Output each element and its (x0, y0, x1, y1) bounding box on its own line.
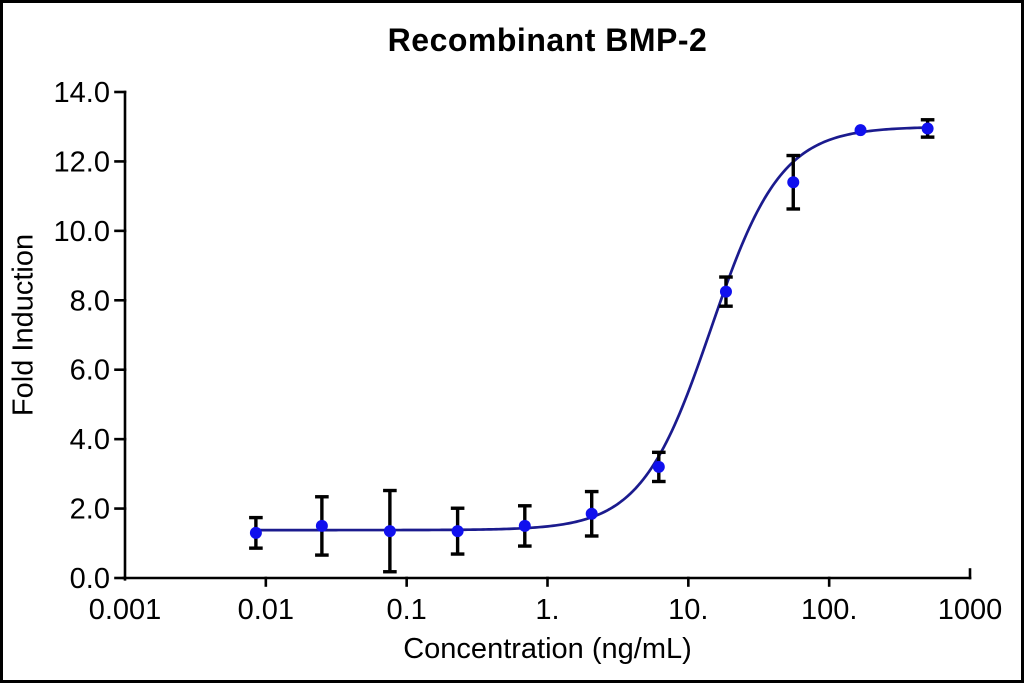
x-tick-label: 100. (801, 594, 857, 626)
axes (114, 90, 972, 587)
data-point (652, 460, 665, 473)
data-point (518, 519, 531, 532)
data-point (854, 124, 867, 137)
y-tick-label: 6.0 (70, 355, 110, 387)
x-tick-label: 0.01 (238, 594, 294, 626)
chart-title: Recombinant BMP-2 (387, 22, 708, 58)
y-tick-label: 0.0 (70, 563, 110, 595)
data-points (249, 122, 934, 539)
x-tick-label: 10. (668, 594, 708, 626)
data-point (315, 519, 328, 532)
error-bars (249, 118, 935, 574)
y-tick-label: 14.0 (54, 77, 110, 109)
x-axis-title: Concentration (ng/mL) (403, 633, 692, 665)
tick-labels: 0.001 0.01 0.1 1. 10. 100. 1000 0.0 2.0 4.0 6.0 8.0… (54, 77, 1003, 626)
data-point (921, 122, 934, 135)
y-tick-label: 12.0 (54, 146, 110, 178)
x-tick-label: 1. (535, 594, 559, 626)
data-point (451, 525, 464, 538)
data-point (249, 526, 262, 539)
x-tick-label: 1000 (938, 594, 1003, 626)
y-tick-label: 10.0 (54, 216, 110, 248)
data-point (719, 285, 732, 298)
data-point (383, 525, 396, 538)
x-tick-label: 0.001 (89, 594, 162, 626)
y-tick-label: 2.0 (70, 494, 110, 526)
data-point (585, 507, 598, 520)
data-point (787, 176, 800, 189)
y-tick-label: 8.0 (70, 285, 110, 317)
y-tick-label: 4.0 (70, 424, 110, 456)
fit-curve (254, 126, 929, 532)
y-axis-title-text: Fold Induction (7, 233, 40, 417)
x-tick-label: 0.1 (387, 594, 427, 626)
